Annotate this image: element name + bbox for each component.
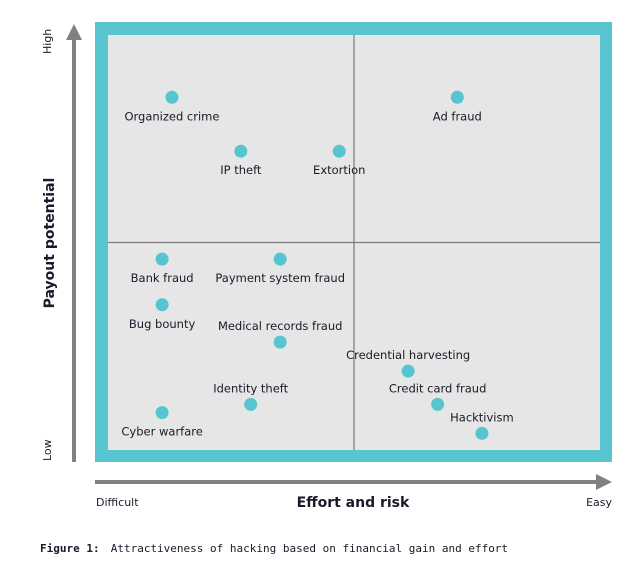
point-label-extortion: Extortion [313,163,365,177]
point-label-payment-system-fraud: Payment system fraud [215,271,345,285]
x-axis-arrowhead-icon [596,474,612,490]
caption-prefix: Figure 1: [40,542,100,555]
point-extortion [332,144,346,158]
x-axis-title: Effort and risk [297,495,410,511]
x-axis-max-label: Easy [586,496,612,509]
point-label-credit-card-fraud: Credit card fraud [389,381,487,395]
point-label-credential-harvesting: Credential harvesting [346,348,470,362]
point-hacktivism [475,426,489,440]
y-axis-title: Payout potential [42,178,58,309]
point-bank-fraud [155,252,169,266]
point-label-bug-bounty: Bug bounty [129,317,196,331]
point-organized-crime [165,90,179,104]
point-label-organized-crime: Organized crime [124,109,219,123]
y-axis-min-label: Low [41,439,54,461]
point-payment-system-fraud [273,252,287,266]
y-axis-arrowhead-icon [66,24,82,40]
point-ip-theft [234,144,248,158]
point-credential-harvesting [401,364,415,378]
point-medical-records-fraud [273,335,287,349]
point-label-ip-theft: IP theft [220,163,262,177]
point-label-hacktivism: Hacktivism [450,410,514,424]
y-axis-max-label: High [41,29,54,54]
point-label-cyber-warfare: Cyber warfare [121,425,202,439]
point-cyber-warfare [155,406,169,420]
point-label-identity-theft: Identity theft [213,381,288,395]
point-label-medical-records-fraud: Medical records fraud [218,319,343,333]
x-axis-min-label: Difficult [96,496,139,509]
point-credit-card-fraud [431,397,445,411]
point-bug-bounty [155,298,169,312]
figure-caption: Figure 1: Attractiveness of hacking base… [40,537,508,556]
data-points: Organized crime Ad fraud IP theft Extortion… [121,90,514,440]
point-ad-fraud [450,90,464,104]
point-identity-theft [244,397,258,411]
point-label-bank-fraud: Bank fraud [131,271,194,285]
caption-text: Attractiveness of hacking based on finan… [111,542,508,555]
point-label-ad-fraud: Ad fraud [433,109,482,123]
